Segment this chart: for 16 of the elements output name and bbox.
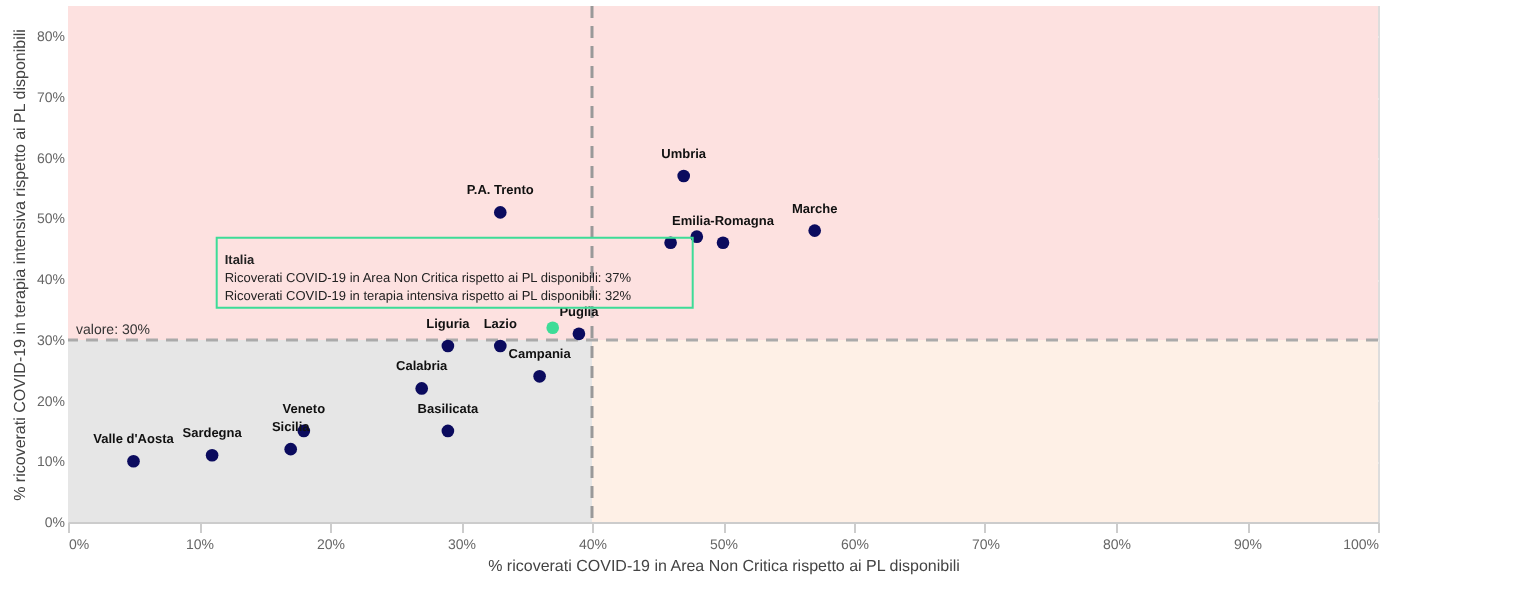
point xyxy=(677,169,691,183)
point xyxy=(284,442,298,456)
point xyxy=(441,339,455,353)
point xyxy=(546,321,560,335)
point xyxy=(441,424,455,438)
point xyxy=(127,454,140,468)
point xyxy=(493,206,507,219)
point xyxy=(716,236,730,250)
point xyxy=(808,224,822,237)
point xyxy=(533,369,546,383)
x-axis-title: % ricoverati COVID-19 in Area Non Critica rispetto ai PL disponibili xyxy=(488,557,961,575)
point xyxy=(493,339,507,353)
point xyxy=(572,327,586,341)
y-axis-title: % ricoverati COVID-19 in terapia intensiva rispetto ai PL disponibili xyxy=(10,28,29,501)
point xyxy=(205,448,219,462)
point xyxy=(415,382,429,395)
